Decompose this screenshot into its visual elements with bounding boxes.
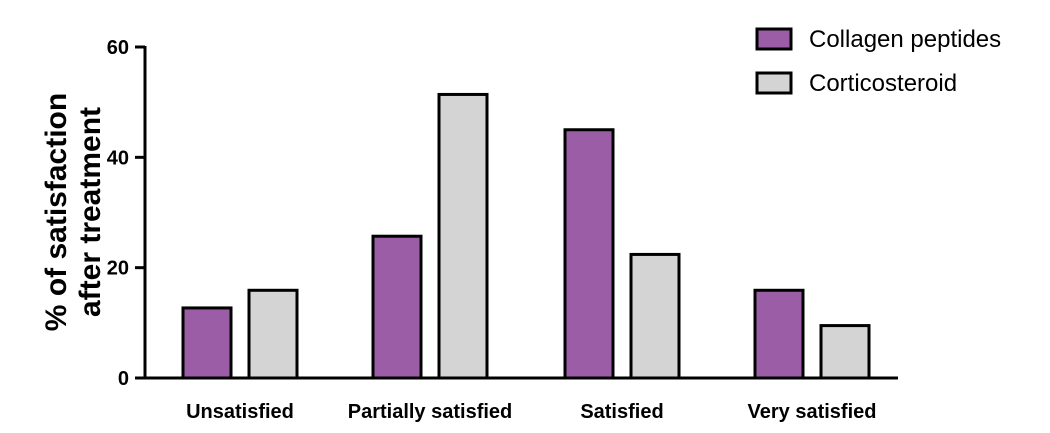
x-category-label-unsatisfied: Unsatisfied <box>186 401 294 423</box>
y-tick-label-60: 60 <box>107 37 129 59</box>
x-category-label-satisfied: Satisfied <box>580 401 663 423</box>
legend-label-corticosteroid: Corticosteroid <box>809 70 957 97</box>
y-tick-label-40: 40 <box>107 147 129 169</box>
bars-layer <box>181 92 871 380</box>
y-axis-label-line-2: after treatment <box>74 107 107 317</box>
bar-corticosteroid-partially-satisfied <box>437 92 489 380</box>
y-axis-label: % of satisfaction after treatment <box>40 93 107 331</box>
x-category-label-partially-satisfied: Partially satisfied <box>348 401 513 423</box>
axes-layer <box>143 46 898 380</box>
bar-corticosteroid-satisfied <box>629 252 681 380</box>
legend-swatch-collagen-peptides <box>755 27 793 51</box>
bar-corticosteroid-unsatisfied <box>247 288 299 380</box>
bar-corticosteroid-very-satisfied <box>819 324 871 380</box>
legend: Collagen peptides Corticosteroid <box>755 26 1001 97</box>
legend-label-collagen-peptides: Collagen peptides <box>809 26 1001 53</box>
bar-collagen-peptides-partially-satisfied <box>371 234 423 380</box>
y-tick-label-0: 0 <box>118 368 129 390</box>
x-category-labels: Unsatisfied Partially satisfied Satisfied V… <box>186 401 876 423</box>
bar-collagen-peptides-very-satisfied <box>753 288 805 380</box>
y-axis-label-line-1: % of satisfaction <box>40 93 73 331</box>
bar-collagen-peptides-satisfied <box>563 128 615 380</box>
bar-collagen-peptides-unsatisfied <box>181 306 233 380</box>
legend-swatch-corticosteroid <box>755 71 793 95</box>
y-tick-label-20: 20 <box>107 258 129 280</box>
y-ticks-layer: 0 20 40 60 <box>107 37 145 390</box>
x-category-label-very-satisfied: Very satisfied <box>748 401 877 423</box>
